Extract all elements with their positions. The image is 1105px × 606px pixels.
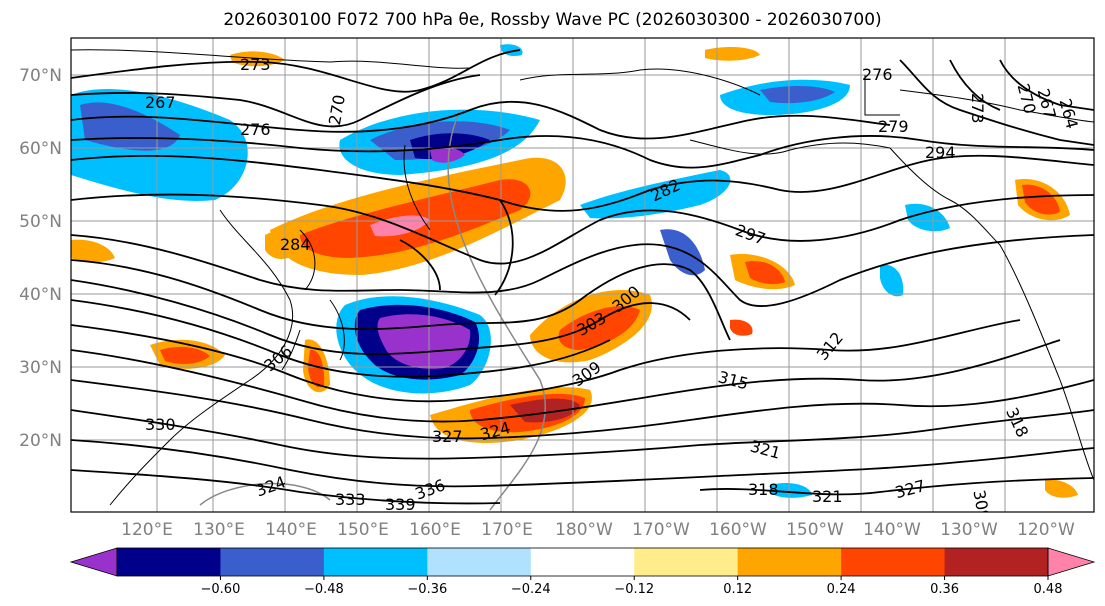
map-field: 273 267 270 276 279 276 273 270 267 264 …: [71, 38, 1094, 521]
colorbar-tick-label: 0.36: [930, 582, 959, 597]
contour-label: 273: [968, 93, 987, 124]
latitude-labels: 70°N 60°N 50°N 40°N 30°N 20°N: [19, 66, 62, 451]
contour-label: 333: [335, 490, 366, 509]
lon-label: 130°W: [940, 520, 998, 540]
lat-label: 30°N: [19, 358, 62, 378]
lon-label: 150°W: [786, 520, 844, 540]
colorbar-border: [116, 547, 1049, 577]
reference-arc: [447, 109, 546, 511]
colorbar-segment: [323, 548, 428, 576]
shading-layer: [71, 44, 1078, 498]
colorbar: [69, 547, 1096, 577]
lon-label: 170°W: [632, 520, 690, 540]
lon-label: 120°E: [121, 520, 173, 540]
lon-label: 130°E: [193, 520, 245, 540]
map-frame: [71, 38, 1094, 512]
map-border: [70, 37, 1095, 513]
coastlines: [71, 49, 1094, 506]
reference-arc-2: [199, 482, 331, 506]
lat-label: 40°N: [19, 285, 62, 305]
colorbar-segment: [117, 548, 221, 576]
lat-label: 60°N: [19, 139, 62, 159]
contour-label: 276: [240, 120, 271, 139]
lon-label: 140°E: [265, 520, 317, 540]
lat-label: 70°N: [19, 66, 62, 86]
contour-label: 284: [280, 235, 311, 254]
lon-label: 140°W: [863, 520, 921, 540]
colorbar-segment: [530, 548, 635, 576]
contour-label: 327: [432, 427, 463, 446]
colorbar-tick-label: −0.12: [614, 582, 654, 597]
longitude-labels: 120°E 130°E 140°E 150°E 160°E 170°E 180°…: [121, 520, 1075, 540]
contour-label: 321: [812, 487, 843, 506]
colorbar-segment: [841, 548, 946, 576]
lon-label: 180°W: [555, 520, 613, 540]
colorbar-min-extension: [69, 547, 118, 577]
colorbar-tick-label: −0.24: [511, 582, 551, 597]
colorbar-tick-label: 0.24: [827, 582, 856, 597]
lon-label: 160°E: [409, 520, 461, 540]
lon-label: 120°W: [1017, 520, 1075, 540]
colorbar-tick-label: −0.48: [304, 582, 344, 597]
lat-label: 50°N: [19, 212, 62, 232]
lon-label: 160°W: [709, 520, 767, 540]
theta-e-contours: [71, 49, 1094, 505]
colorbar-tick-label: −0.36: [407, 582, 447, 597]
gridlines: [71, 38, 1094, 512]
contour-label: 273: [240, 55, 271, 74]
colorbar-segment: [220, 548, 325, 576]
contour-label: 276: [862, 65, 893, 84]
colorbar-ticks: −0.60 −0.48 −0.36 −0.24 −0.12 0.12 0.24 0.36 0.4…: [201, 576, 1063, 597]
lat-label: 20°N: [19, 431, 62, 451]
colorbar-segment: [944, 548, 1049, 576]
colorbar-segment: [427, 548, 532, 576]
contour-label: 339: [385, 495, 416, 514]
contour-label: 267: [145, 93, 176, 112]
colorbar-tick-label: 0.12: [723, 582, 752, 597]
lon-label: 150°E: [337, 520, 389, 540]
contour-label: 279: [878, 117, 909, 136]
lon-label: 170°E: [481, 520, 533, 540]
contour-label: 309: [969, 488, 993, 521]
colorbar-tick-label: 0.48: [1034, 582, 1063, 597]
colorbar-segment: [737, 548, 842, 576]
colorbar-segment: [634, 548, 739, 576]
colorbar-tick-label: −0.60: [201, 582, 241, 597]
contour-label: 294: [925, 143, 956, 162]
contour-label: 318: [748, 480, 779, 499]
contour-label: 330: [145, 415, 176, 434]
colorbar-max-extension: [1047, 547, 1096, 577]
map-title: 2026030100 F072 700 hPa θe, Rossby Wave …: [223, 10, 882, 30]
